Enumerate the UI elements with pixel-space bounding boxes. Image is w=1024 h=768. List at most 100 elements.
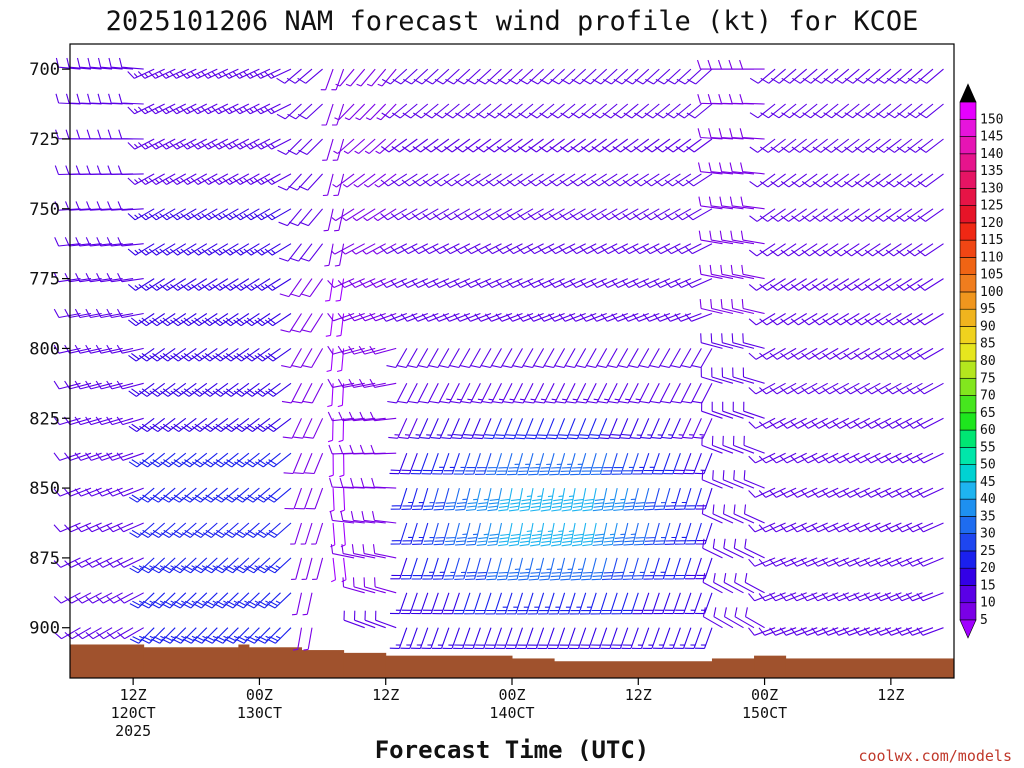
wind-barb	[822, 313, 850, 326]
wind-barb	[106, 308, 134, 319]
wind-barb	[471, 383, 492, 404]
wind-barb	[720, 264, 744, 280]
wind-barb	[653, 278, 681, 289]
colorbar-label: 105	[980, 268, 1003, 283]
wind-barb	[159, 103, 187, 115]
wind-barb	[895, 382, 923, 395]
wind-barb	[455, 487, 471, 511]
wind-barb	[886, 173, 913, 188]
terrain	[70, 644, 955, 678]
wind-barb	[519, 522, 534, 547]
wind-barb	[632, 312, 660, 322]
wind-barb	[327, 278, 355, 289]
terrain-segment	[754, 655, 787, 678]
wind-barb	[211, 208, 239, 221]
wind-barb	[191, 347, 218, 362]
wind-barb	[116, 452, 144, 461]
wind-barb	[664, 487, 681, 511]
wind-barb	[329, 488, 335, 513]
wind-barb	[551, 522, 566, 547]
wind-barb	[664, 208, 692, 221]
wind-barb	[85, 308, 113, 319]
wind-barb	[530, 487, 545, 512]
wind-barb	[496, 557, 513, 581]
wind-barb	[907, 68, 934, 84]
colorbar-label: 110	[980, 250, 1003, 265]
wind-barb	[780, 313, 807, 326]
wind-barb	[485, 208, 513, 221]
wind-barb	[150, 522, 176, 538]
wind-barb	[653, 592, 671, 615]
wind-barb	[232, 103, 260, 115]
wind-barb	[253, 138, 281, 150]
wind-barb	[355, 103, 376, 121]
wind-barb	[474, 208, 502, 221]
wind-barb	[539, 557, 555, 581]
wind-barb	[596, 348, 618, 369]
wind-barb	[600, 627, 618, 650]
wind-barb	[673, 627, 692, 649]
wind-barb	[853, 592, 881, 602]
wind-barb	[212, 278, 239, 291]
wind-barb	[874, 313, 902, 326]
wind-barb	[128, 382, 155, 397]
wind-barb	[874, 557, 902, 567]
wind-barb	[234, 592, 260, 609]
wind-barb	[580, 173, 608, 187]
wind-barb	[865, 68, 892, 84]
wind-barb	[592, 487, 608, 512]
wind-barb	[422, 487, 439, 511]
wind-barb	[466, 68, 492, 85]
wind-barb	[663, 592, 681, 615]
wind-barb	[600, 312, 628, 322]
wind-barb	[180, 173, 208, 185]
wind-barb	[684, 312, 713, 322]
wind-barb	[601, 453, 618, 475]
wind-barb	[721, 333, 744, 349]
y-axis: 700 725 750 775 800 825 850 875 900	[29, 60, 70, 639]
wind-barb	[129, 592, 155, 609]
wind-barb	[266, 522, 292, 538]
wind-barb	[374, 173, 397, 188]
chart-title: 2025101206 NAM forecast wind profile (kt…	[106, 6, 919, 37]
wind-barb	[759, 347, 786, 360]
wind-barb	[181, 417, 208, 433]
wind-barb	[150, 592, 176, 609]
wind-barb	[201, 138, 229, 150]
colorbar-label: 95	[980, 302, 996, 317]
colorbar-label: 50	[980, 458, 996, 473]
wind-barb	[474, 312, 502, 322]
wind-barb	[685, 208, 713, 221]
x-tick-label: 140CT	[489, 704, 534, 722]
wind-barb	[874, 382, 902, 395]
wind-barb	[495, 312, 523, 322]
wind-barb	[496, 453, 513, 476]
colorbar-swatch	[959, 101, 977, 120]
wind-barb	[503, 383, 523, 404]
wind-barb	[432, 243, 460, 255]
colorbar-swatch	[959, 412, 977, 431]
wind-barb	[222, 103, 250, 115]
wind-barb	[906, 278, 934, 291]
wind-barb	[801, 313, 828, 326]
wind-barb	[527, 243, 555, 255]
wind-barb	[834, 68, 860, 84]
wind-barb	[390, 487, 408, 510]
wind-barb	[812, 243, 839, 257]
wind-barb	[169, 103, 197, 115]
wind-barb	[731, 333, 755, 349]
wind-barb	[190, 68, 218, 79]
wind-barb	[332, 173, 355, 188]
wind-barb	[380, 138, 408, 153]
wind-barb	[592, 68, 618, 85]
wind-barb	[853, 557, 881, 567]
wind-barb	[801, 417, 828, 429]
wind-barb	[620, 418, 639, 440]
wind-barb	[560, 557, 576, 581]
wind-barb	[664, 173, 692, 187]
wind-barb	[758, 452, 786, 464]
wind-barb	[391, 173, 418, 187]
wind-barb	[801, 347, 828, 360]
wind-barb	[343, 610, 365, 629]
wind-barb	[507, 557, 524, 581]
